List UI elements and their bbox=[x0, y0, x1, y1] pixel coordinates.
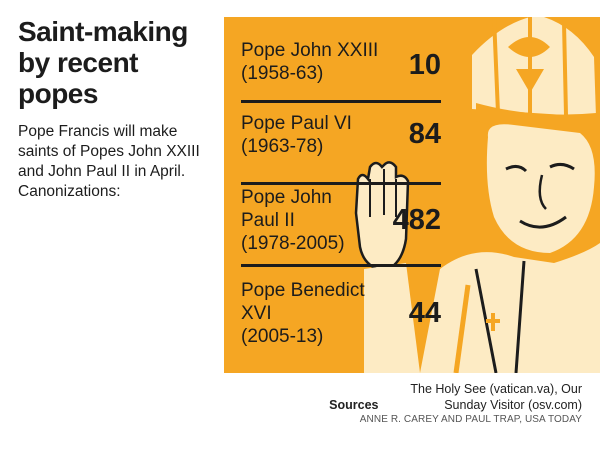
sources-text: The Holy See (vatican.va), Our Sunday Vi… bbox=[410, 382, 582, 412]
sources-label: Sources bbox=[329, 398, 379, 412]
canonization-count: 44 bbox=[408, 297, 441, 329]
pope-name: Pope Benedict XVI bbox=[241, 280, 365, 324]
pope-years: (1978-2005) bbox=[241, 233, 345, 254]
pope-name: Pope Paul VI bbox=[241, 113, 352, 134]
sources-note: Sources The Holy See (vatican.va), Our S… bbox=[329, 381, 582, 413]
table-row: Pope Benedict XVI (2005-13) 44 bbox=[241, 267, 441, 363]
pope-years: (1963-78) bbox=[241, 136, 324, 157]
canonization-count: 10 bbox=[408, 49, 441, 81]
table-row: Pope John XXIII (1958-63) 10 bbox=[241, 35, 441, 103]
chart-subtitle: Pope Francis will make saints of Popes J… bbox=[18, 123, 200, 200]
table-row: Pope Paul VI (1963-78) 84 bbox=[241, 100, 441, 185]
pope-name: Pope John XXIII bbox=[241, 40, 379, 61]
chart-panel: Pope John XXIII (1958-63) 10 Pope Paul V… bbox=[224, 17, 600, 373]
credit-line: ANNE R. CAREY AND PAUL TRAP, USA TODAY bbox=[359, 414, 582, 425]
pope-years: (1958-63) bbox=[241, 63, 324, 84]
table-row: Pope John Paul II (1978-2005) 482 bbox=[241, 182, 441, 267]
pope-illustration bbox=[354, 17, 600, 373]
pope-years: (2005-13) bbox=[241, 326, 324, 347]
pope-name: Pope John Paul II bbox=[241, 187, 332, 231]
canonization-count: 482 bbox=[392, 204, 441, 236]
canonization-count: 84 bbox=[408, 118, 441, 150]
chart-title: Saint-making by recent popes bbox=[18, 16, 188, 109]
